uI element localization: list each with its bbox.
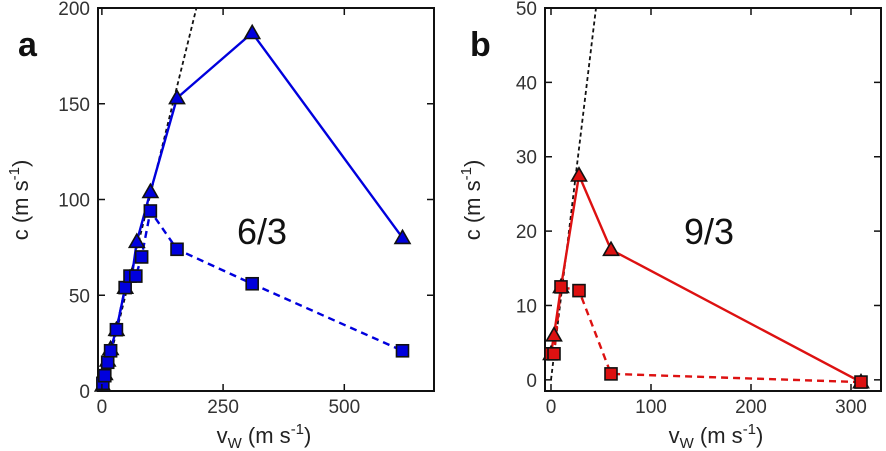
point-b-squares-1 [547, 347, 561, 361]
y-tick-label-a-3: 150 [58, 95, 90, 116]
axis-ticks-a: 0 250 500 0 50 100 150 200 [58, 0, 434, 418]
point-b-squares-2 [554, 280, 568, 294]
axis-ticks-b: 0 100 200 300 0 10 20 30 40 50 [516, 0, 881, 418]
x-tick-label-a-2: 500 [328, 397, 360, 418]
point-a-squares-10 [170, 242, 184, 257]
y-axis-label-sup-a: -1 [6, 167, 23, 180]
point-b-squares-3 [572, 283, 586, 298]
x-axis-label-units-b: (m s [694, 423, 743, 448]
annotation-a: 6/3 [237, 211, 287, 252]
x-tick-label-b-2: 200 [735, 397, 767, 418]
series-group-a [93, 23, 412, 392]
y-tick-label-a-1: 50 [69, 286, 90, 307]
point-b-squares-5 [854, 375, 868, 389]
point-a-squares-11 [245, 276, 259, 291]
y-axis-label-text-b: c (m s [460, 180, 485, 240]
y-tick-label-a-4: 200 [58, 0, 90, 20]
panel-label-b: b [470, 26, 491, 64]
y-tick-label-a-0: 0 [79, 382, 90, 403]
point-a-triangles-8 [141, 182, 160, 199]
x-axis-label-sup-b: -1 [743, 421, 756, 438]
y-tick-label-b-5: 50 [516, 0, 537, 20]
y-axis-label-sup-b: -1 [458, 167, 475, 180]
annotation-b: 9/3 [684, 211, 734, 252]
x-axis-label-sub-b: W [680, 435, 695, 451]
series-group-b [542, 166, 870, 389]
x-tick-label-a-0: 0 [97, 397, 108, 418]
y-axis-label-close-a: ) [8, 160, 33, 167]
x-tick-label-b-0: 0 [546, 397, 557, 418]
x-axis-label-units-a: (m s [242, 423, 291, 448]
y-tick-label-b-4: 40 [516, 73, 537, 94]
y-tick-label-b-2: 20 [516, 222, 537, 243]
x-axis-label-var-b: v [669, 423, 680, 448]
x-axis-label-close-b: ) [756, 423, 763, 448]
point-a-squares-12 [395, 343, 410, 358]
y-axis-label-b: c (m s-1) [458, 160, 485, 241]
y-tick-label-b-0: 0 [526, 371, 537, 392]
point-a-squares-8 [134, 250, 149, 264]
point-a-squares-4 [109, 322, 124, 337]
x-axis-label-a: vW (m s-1) [217, 421, 312, 451]
point-a-squares-7 [129, 269, 143, 283]
y-axis-label-close-b: ) [460, 160, 485, 167]
point-a-squares-3 [103, 343, 118, 358]
point-a-squares-9 [143, 204, 158, 218]
point-a-triangles-11 [393, 228, 412, 245]
y-axis-label-text-a: c (m s [8, 180, 33, 240]
point-b-triangles-1 [545, 326, 563, 342]
x-axis-label-sup-a: -1 [291, 421, 304, 438]
point-a-squares-1 [97, 368, 112, 383]
point-a-triangles-10 [243, 23, 262, 40]
y-axis-label-a: c (m s-1) [6, 160, 33, 241]
point-b-triangles-4 [602, 240, 620, 257]
y-tick-label-b-1: 10 [516, 296, 537, 317]
x-tick-label-a-1: 250 [207, 397, 239, 418]
point-a-squares-2 [100, 355, 115, 370]
x-axis-label-close-a: ) [304, 423, 311, 448]
x-axis-label-var-a: v [217, 423, 228, 448]
x-tick-label-b-3: 300 [835, 397, 867, 418]
point-a-triangles-7 [127, 232, 146, 249]
point-b-squares-4 [604, 367, 618, 381]
x-tick-label-b-1: 100 [635, 397, 667, 418]
point-b-triangles-3 [570, 166, 588, 182]
x-axis-label-b: vW (m s-1) [669, 421, 764, 451]
reference-dotted-line-b [550, 8, 597, 380]
y-tick-label-b-3: 30 [516, 148, 537, 169]
point-a-triangles-9 [168, 88, 186, 105]
series-line-b-triangles [549, 171, 862, 384]
point-a-squares-5 [118, 280, 132, 295]
panel-label-a: a [18, 26, 38, 64]
plot-frame-b [544, 7, 882, 392]
x-axis-label-sub-a: W [228, 435, 243, 451]
y-tick-label-a-2: 100 [58, 191, 90, 212]
reference-line-b [550, 8, 597, 380]
